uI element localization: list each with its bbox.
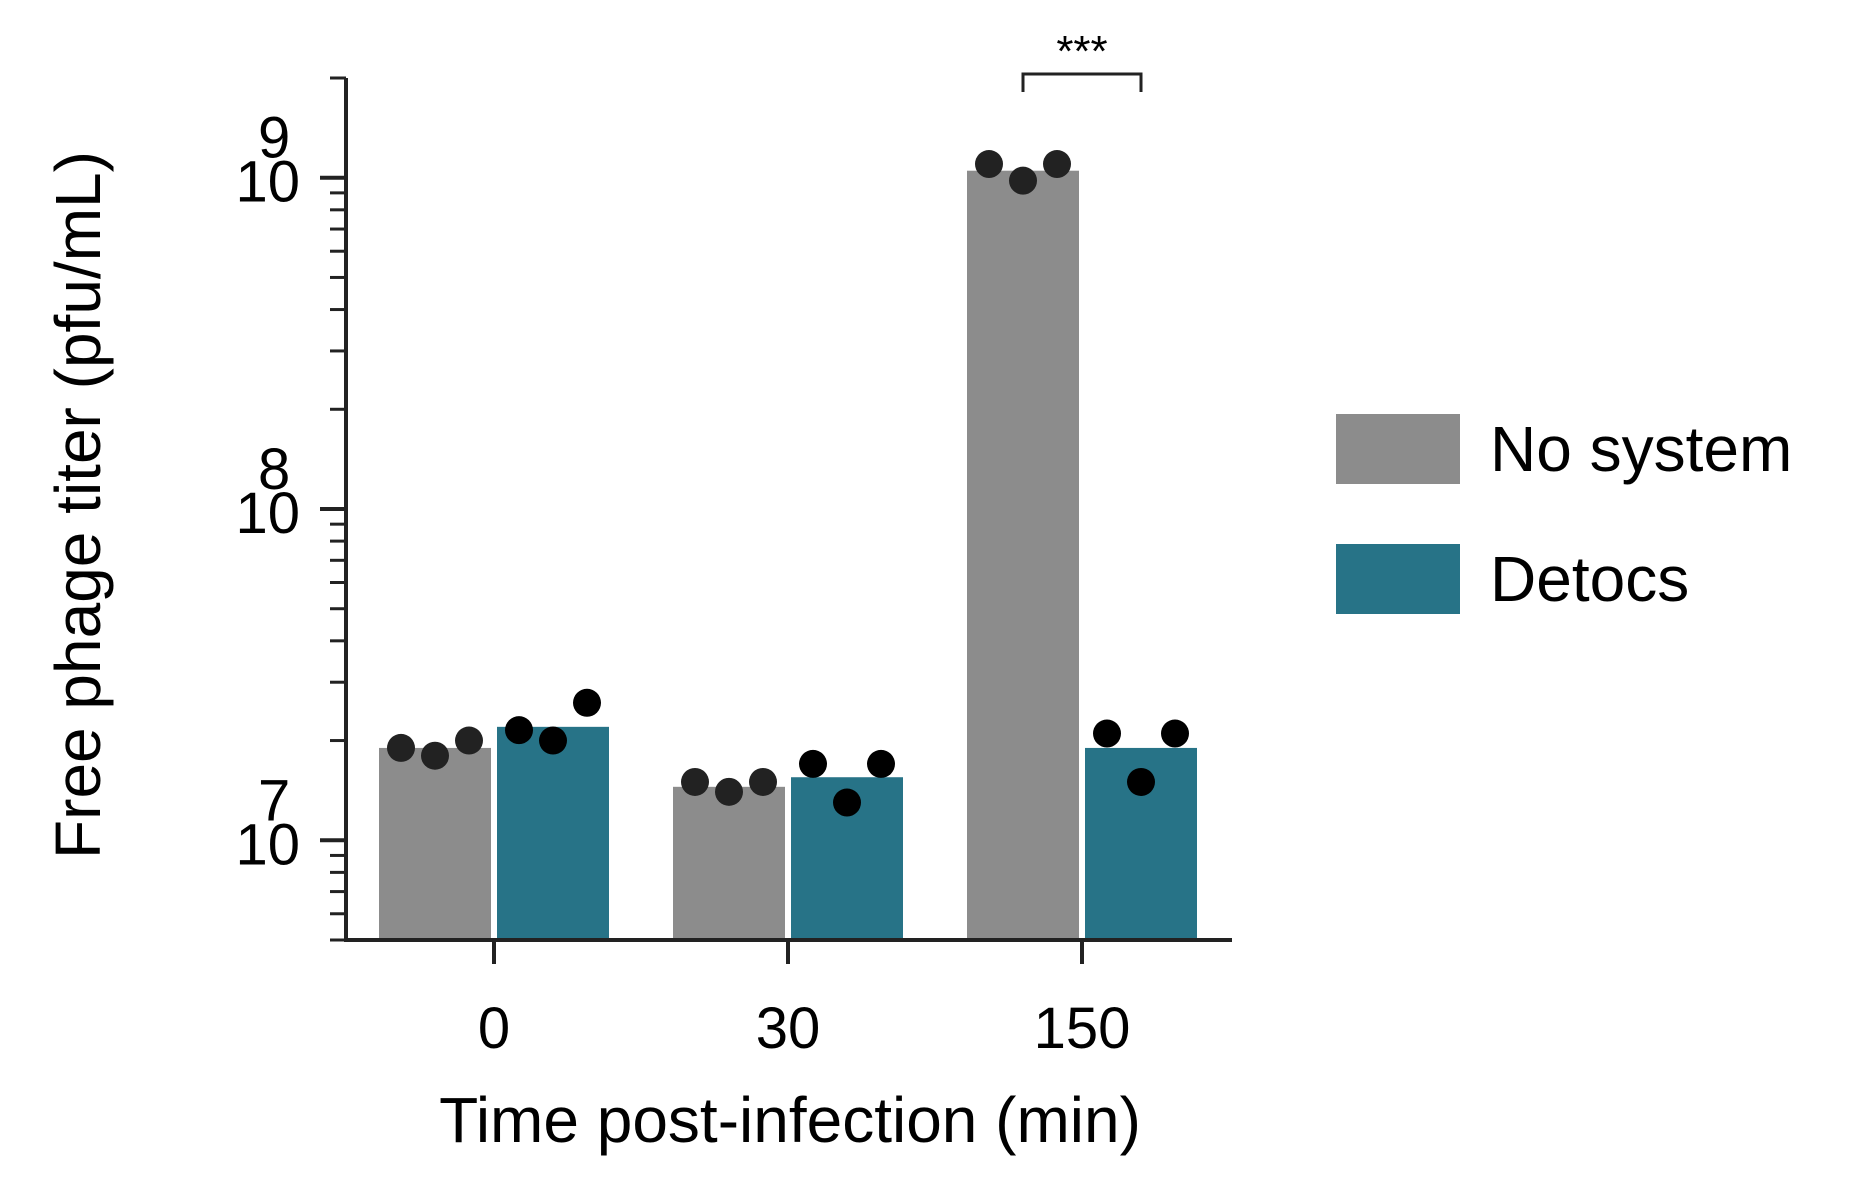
legend-swatch (1336, 544, 1460, 614)
data-point (1009, 166, 1037, 195)
x-tick-label: 30 (756, 996, 821, 1061)
data-point (1161, 719, 1189, 748)
data-point (573, 688, 601, 717)
bar-detocs-0 (497, 726, 609, 940)
legend-label: Detocs (1490, 543, 1689, 615)
y-tick-exponent: 8 (258, 437, 290, 502)
data-point (455, 726, 483, 755)
x-axis-title: Time post-infection (min) (439, 1084, 1141, 1156)
significance-label: *** (1056, 27, 1107, 76)
significance-bracket (1021, 72, 1143, 92)
significance-layer: *** (1021, 27, 1143, 92)
bars-layer (379, 170, 1197, 941)
data-point (867, 749, 895, 778)
y-axis-title: Free phage titer (pfu/mL) (42, 151, 114, 859)
legend: No system Detocs (1336, 413, 1792, 615)
y-tick-exponent: 7 (258, 768, 290, 833)
data-point (387, 733, 415, 762)
data-point (539, 726, 567, 755)
data-point (1127, 767, 1155, 796)
data-point (749, 767, 777, 796)
x-tick-label: 0 (478, 996, 510, 1061)
data-point (833, 788, 861, 817)
data-point (1043, 150, 1071, 179)
data-point (975, 150, 1003, 179)
bar-no-system-150 (967, 170, 1079, 941)
data-point (715, 777, 743, 806)
y-tick-label: 10 (235, 481, 300, 546)
bar-no-system-30 (673, 786, 785, 940)
points-layer (387, 150, 1189, 817)
x-tick-label: 150 (1034, 996, 1131, 1061)
bar-no-system-0 (379, 747, 491, 940)
legend-swatch (1336, 414, 1460, 484)
data-point (681, 767, 709, 796)
y-tick-exponent: 9 (258, 106, 290, 171)
data-point (1093, 719, 1121, 748)
data-point (505, 716, 533, 745)
y-tick-label: 10 (235, 150, 300, 215)
data-point (421, 741, 449, 770)
legend-label: No system (1490, 413, 1792, 485)
y-tick-label: 10 (235, 812, 300, 877)
data-point (799, 749, 827, 778)
